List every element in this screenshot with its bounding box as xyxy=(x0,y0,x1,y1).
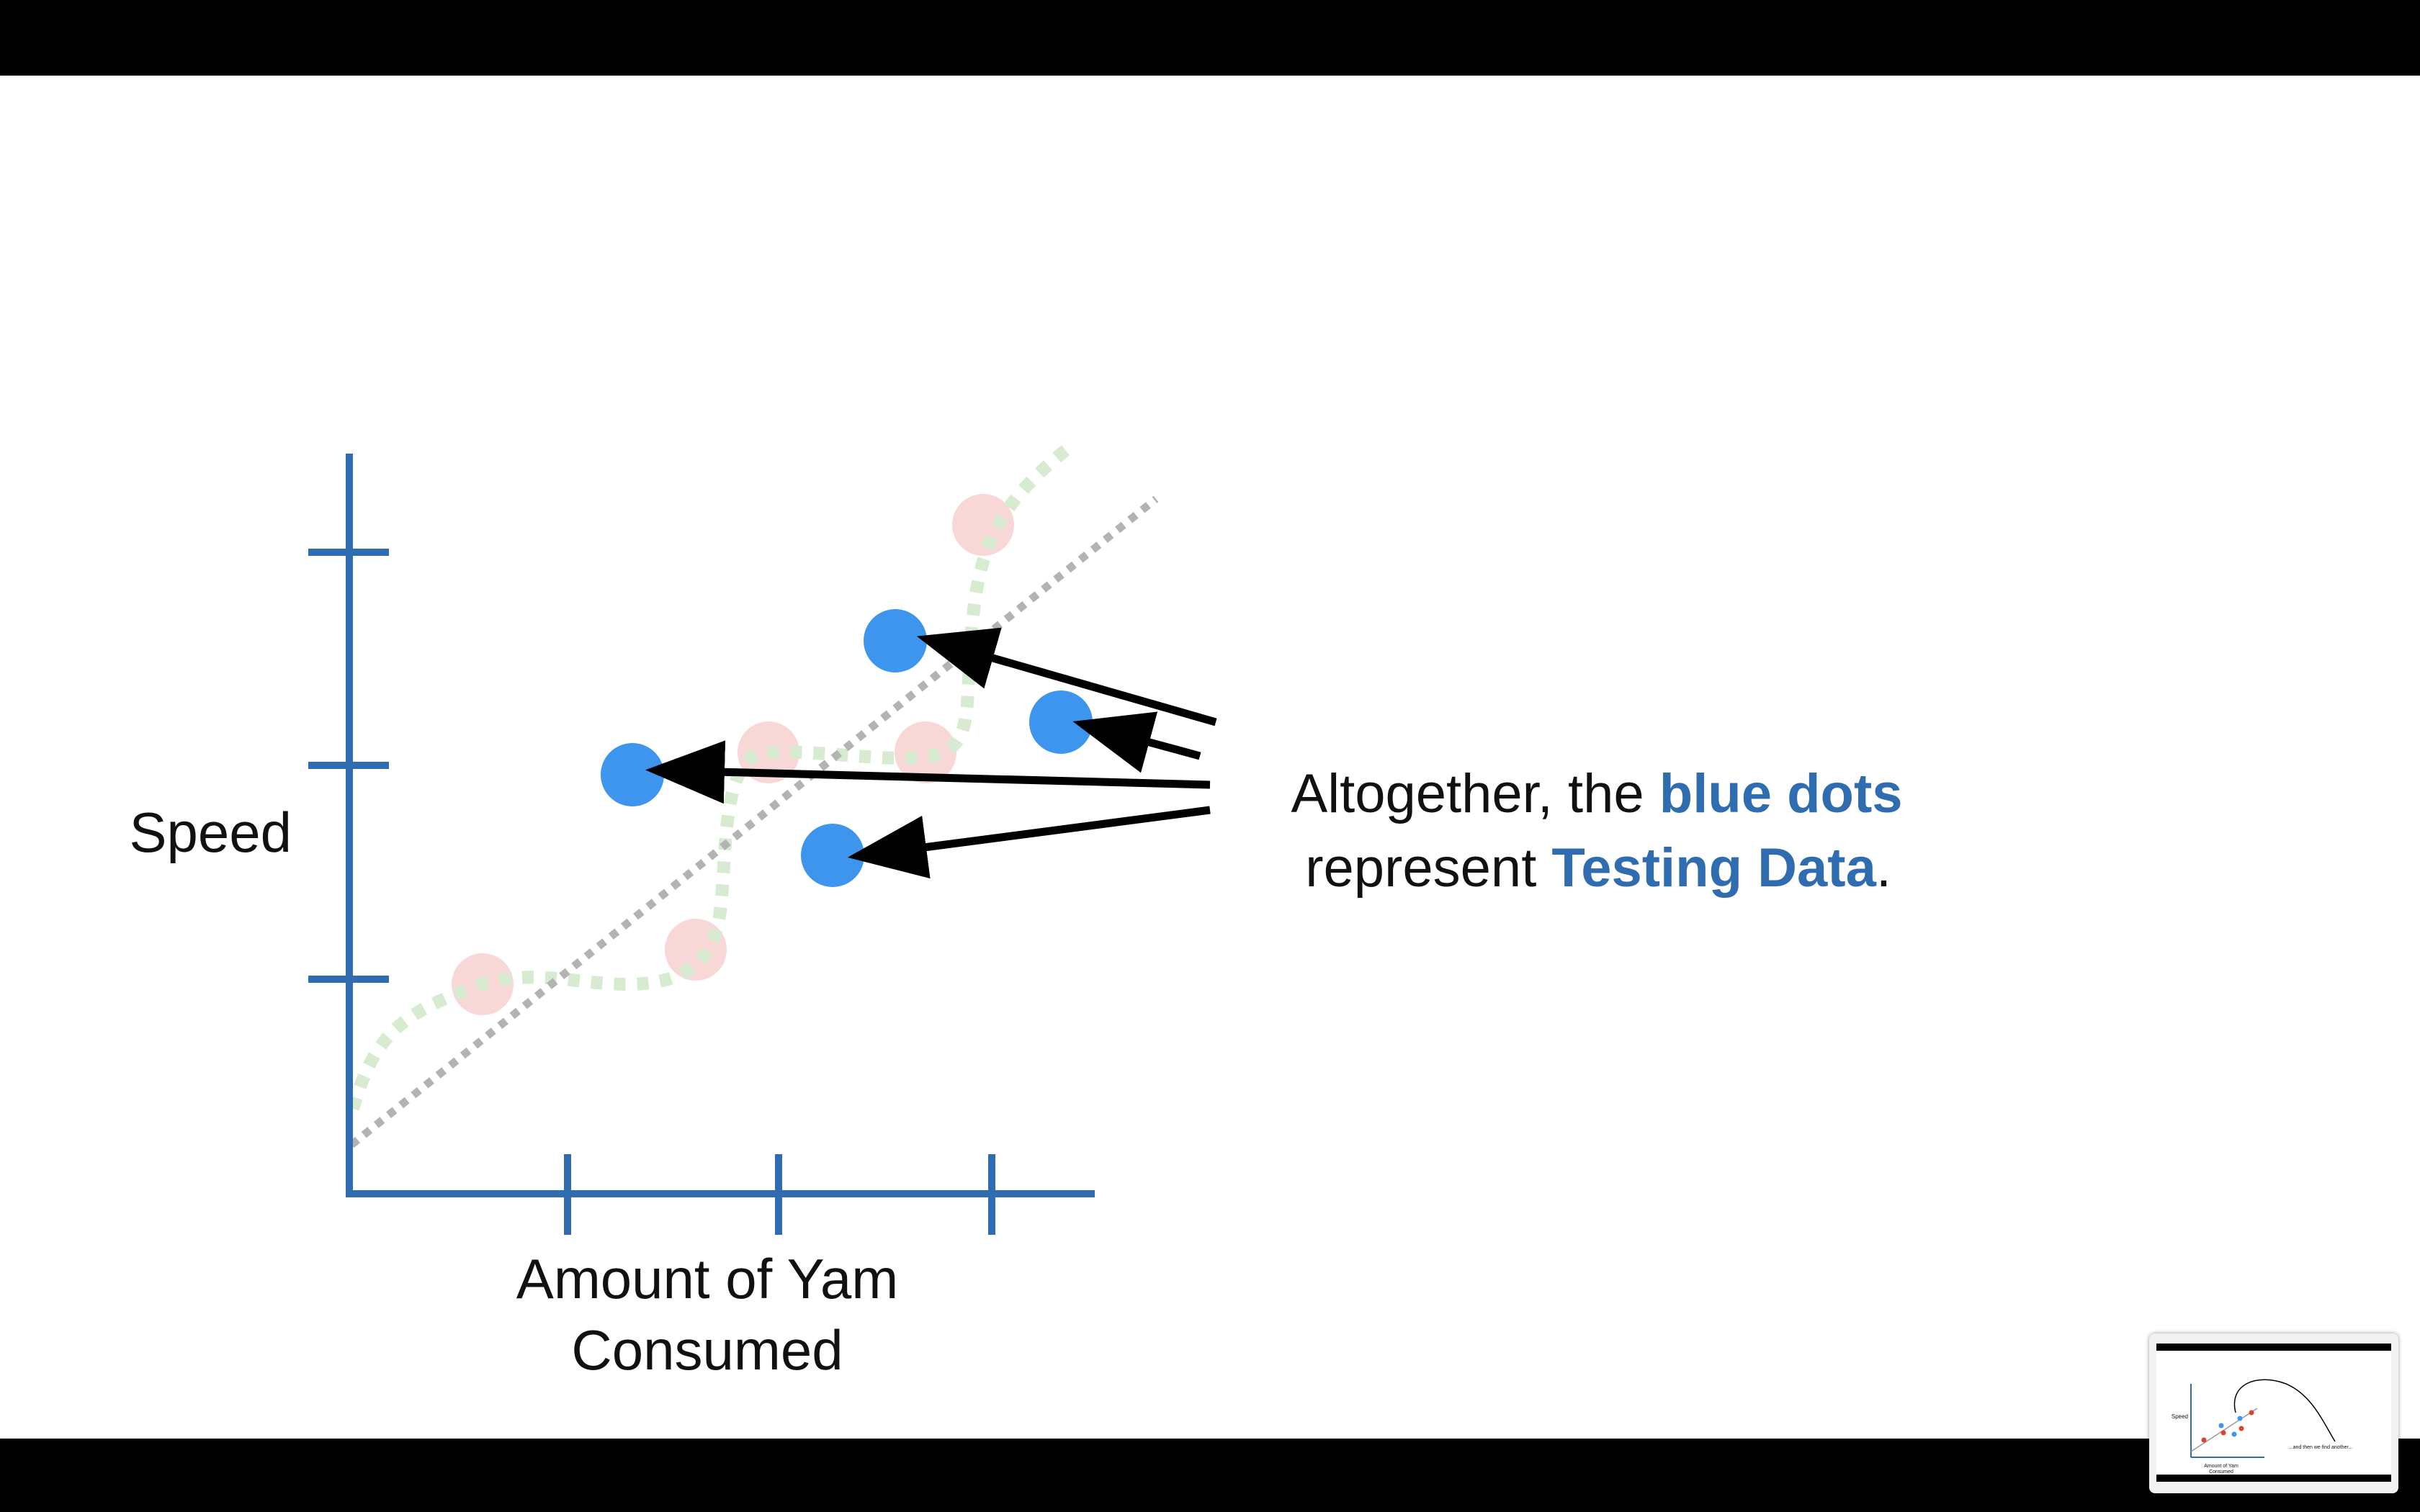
callout-line2-highlight: Testing Data xyxy=(1551,837,1876,899)
x-axis-label-line2: Consumed xyxy=(571,1318,843,1382)
squiggle-fit-line xyxy=(346,444,1070,1111)
callout-line1-prefix: Altogether, the xyxy=(1291,763,1659,824)
thumbnail-training-dot xyxy=(2201,1437,2207,1443)
thumbnail-canvas: Speed Amount of Yam Consumed ...and then… xyxy=(2156,1344,2391,1482)
preview-thumbnail[interactable]: Speed Amount of Yam Consumed ...and then… xyxy=(2149,1333,2398,1493)
thumbnail-testing-dot xyxy=(2231,1431,2237,1437)
training-dot xyxy=(952,494,1014,556)
thumbnail-testing-dot xyxy=(2218,1423,2224,1428)
arrow xyxy=(916,627,1217,726)
thumbnail-top-bar xyxy=(2156,1344,2391,1351)
thumbnail-caption: ...and then we find another... xyxy=(2289,1445,2352,1450)
training-dot xyxy=(665,919,727,981)
testing-dot xyxy=(801,824,864,887)
video-bottom-bar xyxy=(0,1439,2420,1512)
axes xyxy=(308,454,1095,1235)
thumbnail-x-label-line2: Consumed xyxy=(2209,1470,2233,1475)
callout-line1-highlight: blue dots xyxy=(1659,763,1903,824)
thumbnail-y-label: Speed xyxy=(2172,1413,2188,1420)
thumbnail-curve xyxy=(2233,1379,2336,1442)
testing-dot xyxy=(864,609,927,672)
video-top-bar xyxy=(0,0,2420,76)
arrow xyxy=(645,740,1211,804)
testing-dot xyxy=(601,743,664,806)
slide-frame: Speed Amount of Yam Consumed Altogether,… xyxy=(0,76,2420,1439)
thumbnail-training-dot xyxy=(2249,1410,2254,1416)
thumbnail-x-label-line1: Amount of Yam xyxy=(2204,1464,2238,1469)
linear-fit-line xyxy=(349,495,1159,1148)
thumbnail-testing-dot xyxy=(2237,1416,2243,1421)
callout-line1: Altogether, the blue dots xyxy=(1188,763,1978,824)
arrow xyxy=(847,806,1211,879)
training-dot xyxy=(895,721,956,783)
y-axis-label: Speed xyxy=(129,801,292,864)
testing-dot xyxy=(1029,690,1093,754)
thumbnail-fit-line xyxy=(2190,1408,2258,1452)
callout-arrows xyxy=(645,627,1217,879)
callout-line2: represent Testing Data. xyxy=(1198,837,1967,899)
x-axis-label-line1: Amount of Yam xyxy=(516,1247,898,1310)
slide-canvas: Speed Amount of Yam Consumed Altogether,… xyxy=(129,444,1978,1382)
callout-line2-prefix: represent xyxy=(1305,837,1551,899)
thumbnail-training-dot xyxy=(2220,1430,2226,1436)
callout-line2-suffix: . xyxy=(1876,837,1891,899)
thumbnail-slide xyxy=(2156,1344,2391,1482)
thumbnail-bottom-bar xyxy=(2156,1475,2391,1482)
arrow xyxy=(1072,711,1201,773)
thumbnail-training-dot xyxy=(2238,1426,2244,1431)
